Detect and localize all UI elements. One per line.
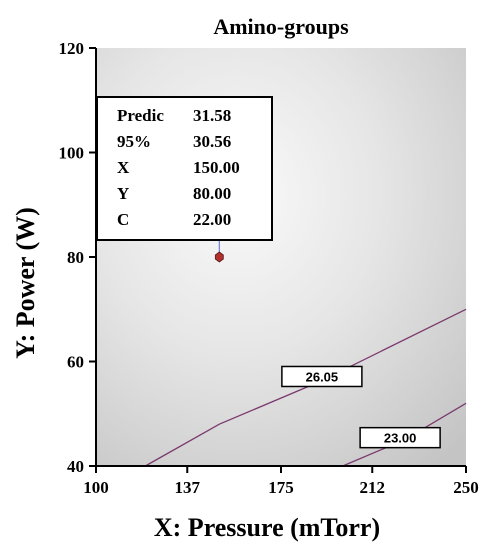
contour-line (144, 308, 467, 467)
info-value: 150.00 (193, 158, 240, 177)
x-tick-label: 137 (175, 478, 201, 497)
info-label: 95% (117, 132, 151, 151)
info-label: Predic (117, 106, 164, 125)
info-value: 31.58 (193, 106, 231, 125)
x-axis-label: X: Pressure (mTorr) (154, 513, 380, 542)
info-value: 22.00 (193, 210, 231, 229)
y-tick-label: 120 (59, 39, 85, 58)
info-value: 80.00 (193, 184, 231, 203)
x-tick-label: 100 (83, 478, 109, 497)
info-label: Y (117, 184, 129, 203)
contour-label-box (359, 426, 441, 449)
y-tick-label: 60 (67, 353, 84, 372)
x-tick-label: 250 (453, 478, 479, 497)
contour-label-group: 23.00 (359, 426, 441, 449)
contour-label: 26.05 (306, 369, 339, 384)
contour-label-group: 26.05 (281, 365, 363, 388)
contour-label: 23.00 (384, 431, 417, 446)
design-point (214, 251, 224, 263)
chart-title: Amino-groups (213, 14, 349, 39)
contour-label-box (281, 365, 363, 388)
info-box (96, 96, 273, 241)
info-label: C (117, 210, 129, 229)
x-tick-label: 212 (360, 478, 386, 497)
y-tick-label: 100 (59, 144, 85, 163)
y-axis-label: Y: Power (W) (11, 207, 40, 359)
y-tick-label: 40 (67, 457, 84, 476)
x-tick-label: 175 (268, 478, 294, 497)
info-label: X (117, 158, 130, 177)
y-tick-label: 80 (67, 248, 84, 267)
info-value: 30.56 (193, 132, 231, 151)
